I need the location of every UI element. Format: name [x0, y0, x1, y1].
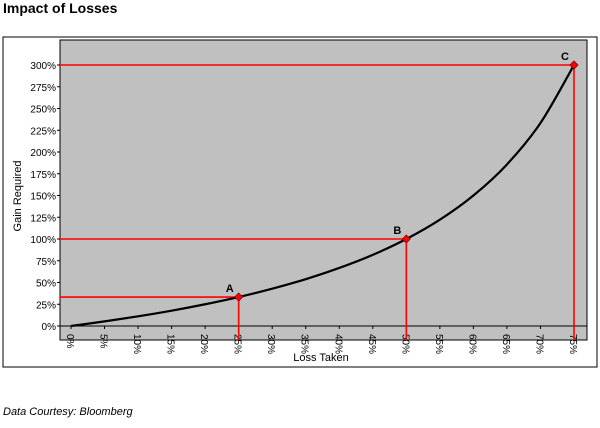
point-marker-b	[401, 234, 411, 244]
x-axis-label: Loss Taken	[293, 352, 348, 364]
page-title: Impact of Losses	[3, 0, 118, 16]
x-tick-label: 50%	[399, 334, 410, 354]
point-label-a: A	[226, 283, 234, 295]
x-tick-label: 15%	[165, 334, 176, 354]
y-tick-label: 250%	[30, 105, 56, 116]
x-tick-label: 40%	[332, 334, 343, 354]
y-tick-label: 175%	[30, 170, 56, 181]
x-tick-label: 35%	[299, 334, 310, 354]
x-tick-label: 70%	[533, 334, 544, 354]
x-tick-label: 20%	[198, 334, 209, 354]
x-tick-label: 60%	[466, 334, 477, 354]
x-tick-label: 75%	[567, 334, 578, 354]
y-tick-label: 100%	[30, 235, 56, 246]
x-tick-label: 5%	[98, 334, 109, 349]
x-tick-label: 0%	[64, 334, 75, 349]
point-label-c: C	[561, 51, 569, 63]
chart: 0% 5% 10% 15% 20% 25% 30% 35% 40% 45% 50% 55% 60% 65%…	[2, 36, 598, 368]
y-tick-label: 225%	[30, 126, 56, 137]
x-tick-label: 55%	[433, 334, 444, 354]
data-source-note: Data Courtesy: Bloomberg	[3, 406, 133, 418]
x-tick-label: 45%	[366, 334, 377, 354]
x-tick-label: 65%	[500, 334, 511, 354]
y-tick-label: 275%	[30, 83, 56, 94]
y-tick-label: 75%	[36, 257, 56, 268]
y-tick-label: 150%	[30, 192, 56, 203]
y-tick-label: 0%	[42, 322, 57, 333]
x-tick-label: 25%	[232, 334, 243, 354]
y-tick-label: 25%	[36, 300, 56, 311]
y-tick-label: 200%	[30, 148, 56, 159]
series-line	[70, 64, 575, 328]
y-tick-label: 300%	[30, 61, 56, 72]
x-tick-label: 30%	[265, 334, 276, 354]
point-marker-c	[569, 60, 579, 70]
point-marker-a	[234, 292, 244, 302]
point-label-b: B	[393, 225, 401, 237]
y-tick-label: 125%	[30, 213, 56, 224]
plot-area	[59, 39, 588, 341]
x-tick-label: 10%	[131, 334, 142, 354]
y-tick-label: 50%	[36, 279, 56, 290]
y-axis-label: Gain Required	[12, 161, 24, 232]
